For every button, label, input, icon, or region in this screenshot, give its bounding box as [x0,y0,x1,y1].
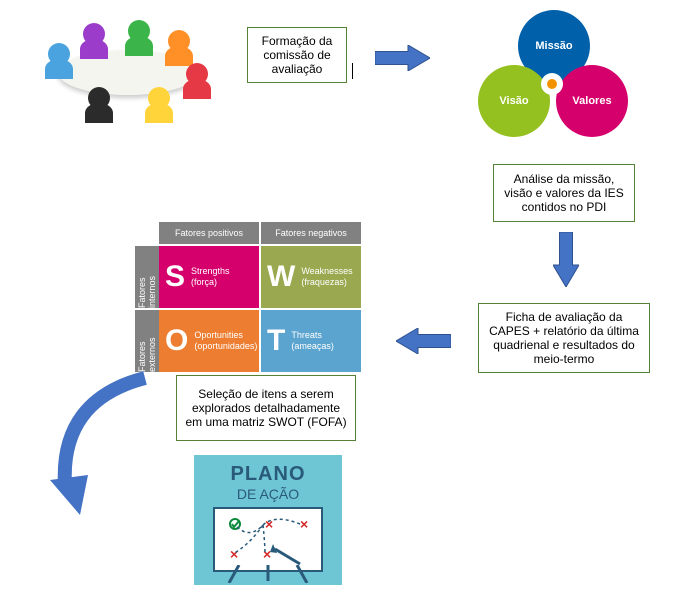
person-figure [168,30,190,52]
venn-circle: Visão [478,65,550,137]
arrow-3 [396,328,451,359]
curved-arrow [50,370,160,520]
cursor-mark [352,63,353,79]
box-analise: Análise da missão, visão e valores da IE… [493,164,635,222]
arrow-1 [375,45,430,76]
venn-center [541,73,563,95]
plano-acao: PLANO DE AÇÃO × × × × [194,455,342,585]
person-figure [128,20,150,42]
whiteboard: × × × × [213,507,323,572]
meeting-illustration [38,25,218,135]
swot-matrix: Fatores positivos Fatores negativos Fato… [135,222,360,372]
person-figure [48,43,70,65]
person-figure [148,87,170,109]
box-selecao-text: Seleção de itens a serem explorados deta… [185,387,347,429]
box-selecao: Seleção de itens a serem explorados deta… [176,375,356,441]
svg-text:×: × [263,546,271,562]
swot-cell: SStrengths(força) [159,246,259,308]
plano-title: PLANO [194,455,342,486]
svg-text:×: × [265,516,273,532]
plano-subtitle: DE AÇÃO [194,486,342,502]
swot-cell: WWeaknesses(fraquezas) [261,246,361,308]
arrow-2 [553,232,579,292]
person-figure [88,87,110,109]
person-figure [83,23,105,45]
venn-diagram: MissãoVisãoValores [468,10,638,160]
swot-cell: TThreats(ameaças) [261,310,361,372]
box-formacao: Formação da comissão de avaliação [247,27,347,83]
venn-circle: Valores [556,65,628,137]
box-formacao-text: Formação da comissão de avaliação [256,34,338,76]
svg-text:×: × [230,546,238,562]
box-ficha: Ficha de avaliação da CAPES + relatório … [478,303,650,373]
box-ficha-text: Ficha de avaliação da CAPES + relatório … [487,310,641,366]
box-analise-text: Análise da missão, visão e valores da IE… [502,172,626,214]
person-figure [186,63,208,85]
easel-legs [194,565,342,583]
swot-cell: OOportunities(oportunidades) [159,310,259,372]
svg-text:×: × [300,516,308,532]
